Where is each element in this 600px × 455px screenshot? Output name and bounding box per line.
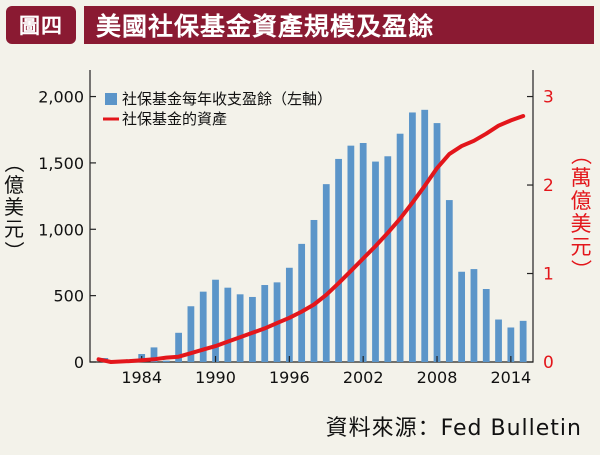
bar [187, 306, 195, 362]
bar [421, 109, 429, 362]
x-tick-label: 2008 [417, 368, 458, 386]
bar [409, 112, 416, 362]
left-axis-label: （億美元） [2, 153, 26, 261]
bar [261, 285, 269, 362]
figure-tag: 圖四 [6, 6, 76, 44]
axis-label-char: 美 [571, 212, 592, 236]
chart-area: 0 500 1,000 1,500 2,000 0 1 2 3 1984 1990 1996 2002 2… [0, 66, 600, 387]
left-tick-label: 500 [53, 287, 84, 306]
bar [150, 347, 158, 362]
x-tick-label: 1984 [121, 368, 162, 386]
bar [470, 269, 478, 362]
bar [298, 243, 306, 362]
bar [347, 145, 355, 362]
bar [285, 267, 293, 362]
bar [199, 291, 207, 362]
bar [224, 287, 232, 362]
axis-label-char: ） [569, 259, 593, 280]
bar [322, 184, 330, 362]
legend-bar-label: 社保基金每年收支盈餘（左軸） [122, 90, 332, 108]
bar [396, 133, 404, 362]
bar [458, 271, 466, 362]
left-tick-label: 1,000 [38, 220, 84, 239]
bar [249, 296, 256, 362]
bar [310, 219, 318, 362]
bar [433, 123, 441, 362]
legend-line-label: 社保基金的資產 [122, 110, 227, 128]
x-tick-label: 2014 [490, 368, 531, 386]
left-tick-label: 0 [74, 353, 84, 372]
x-tick-label: 2002 [343, 368, 384, 386]
axis-label-char: 萬 [571, 166, 592, 190]
left-tick-label: 1,500 [38, 154, 84, 173]
bar [384, 156, 392, 362]
right-tick-label: 1 [543, 265, 554, 285]
bar [162, 360, 170, 362]
axis-label-char: 元 [571, 235, 592, 259]
left-tick-label: 2,000 [38, 88, 84, 107]
bar [372, 161, 379, 362]
legend-bar-swatch [105, 93, 117, 105]
axis-label-char: 億 [571, 189, 592, 213]
bar [335, 158, 342, 362]
bar [507, 327, 515, 362]
axis-label-char: 億 [4, 173, 24, 197]
bar [445, 200, 453, 362]
bar [495, 319, 502, 362]
bar [359, 143, 367, 362]
axis-label-char: 美 [4, 195, 24, 219]
axis-label-char: 元 [4, 217, 24, 241]
bar [236, 294, 244, 362]
source-note: 資料來源：Fed Bulletin [325, 416, 582, 441]
axis-label-char: （ [569, 144, 593, 165]
bar [482, 289, 490, 362]
bar [212, 279, 219, 362]
legend: 社保基金每年收支盈餘（左軸） 社保基金的資產 [103, 90, 332, 128]
bar [519, 320, 527, 362]
x-tick-label: 1990 [195, 368, 236, 386]
chart: 0 500 1,000 1,500 2,000 0 1 2 3 1984 1990 1996 2002 2… [2, 70, 593, 387]
right-tick-label: 0 [543, 353, 554, 373]
axis-label-char: （ [2, 153, 26, 173]
page-title: 美國社保基金資產規模及盈餘 [84, 6, 594, 44]
right-tick-label: 3 [543, 88, 554, 108]
right-tick-label: 2 [543, 176, 554, 196]
bar [175, 332, 182, 362]
asset-line [96, 114, 526, 364]
x-tick-label: 1996 [269, 368, 310, 386]
header: 圖四 美國社保基金資產規模及盈餘 [0, 0, 600, 50]
axis-label-char: ） [2, 241, 26, 261]
